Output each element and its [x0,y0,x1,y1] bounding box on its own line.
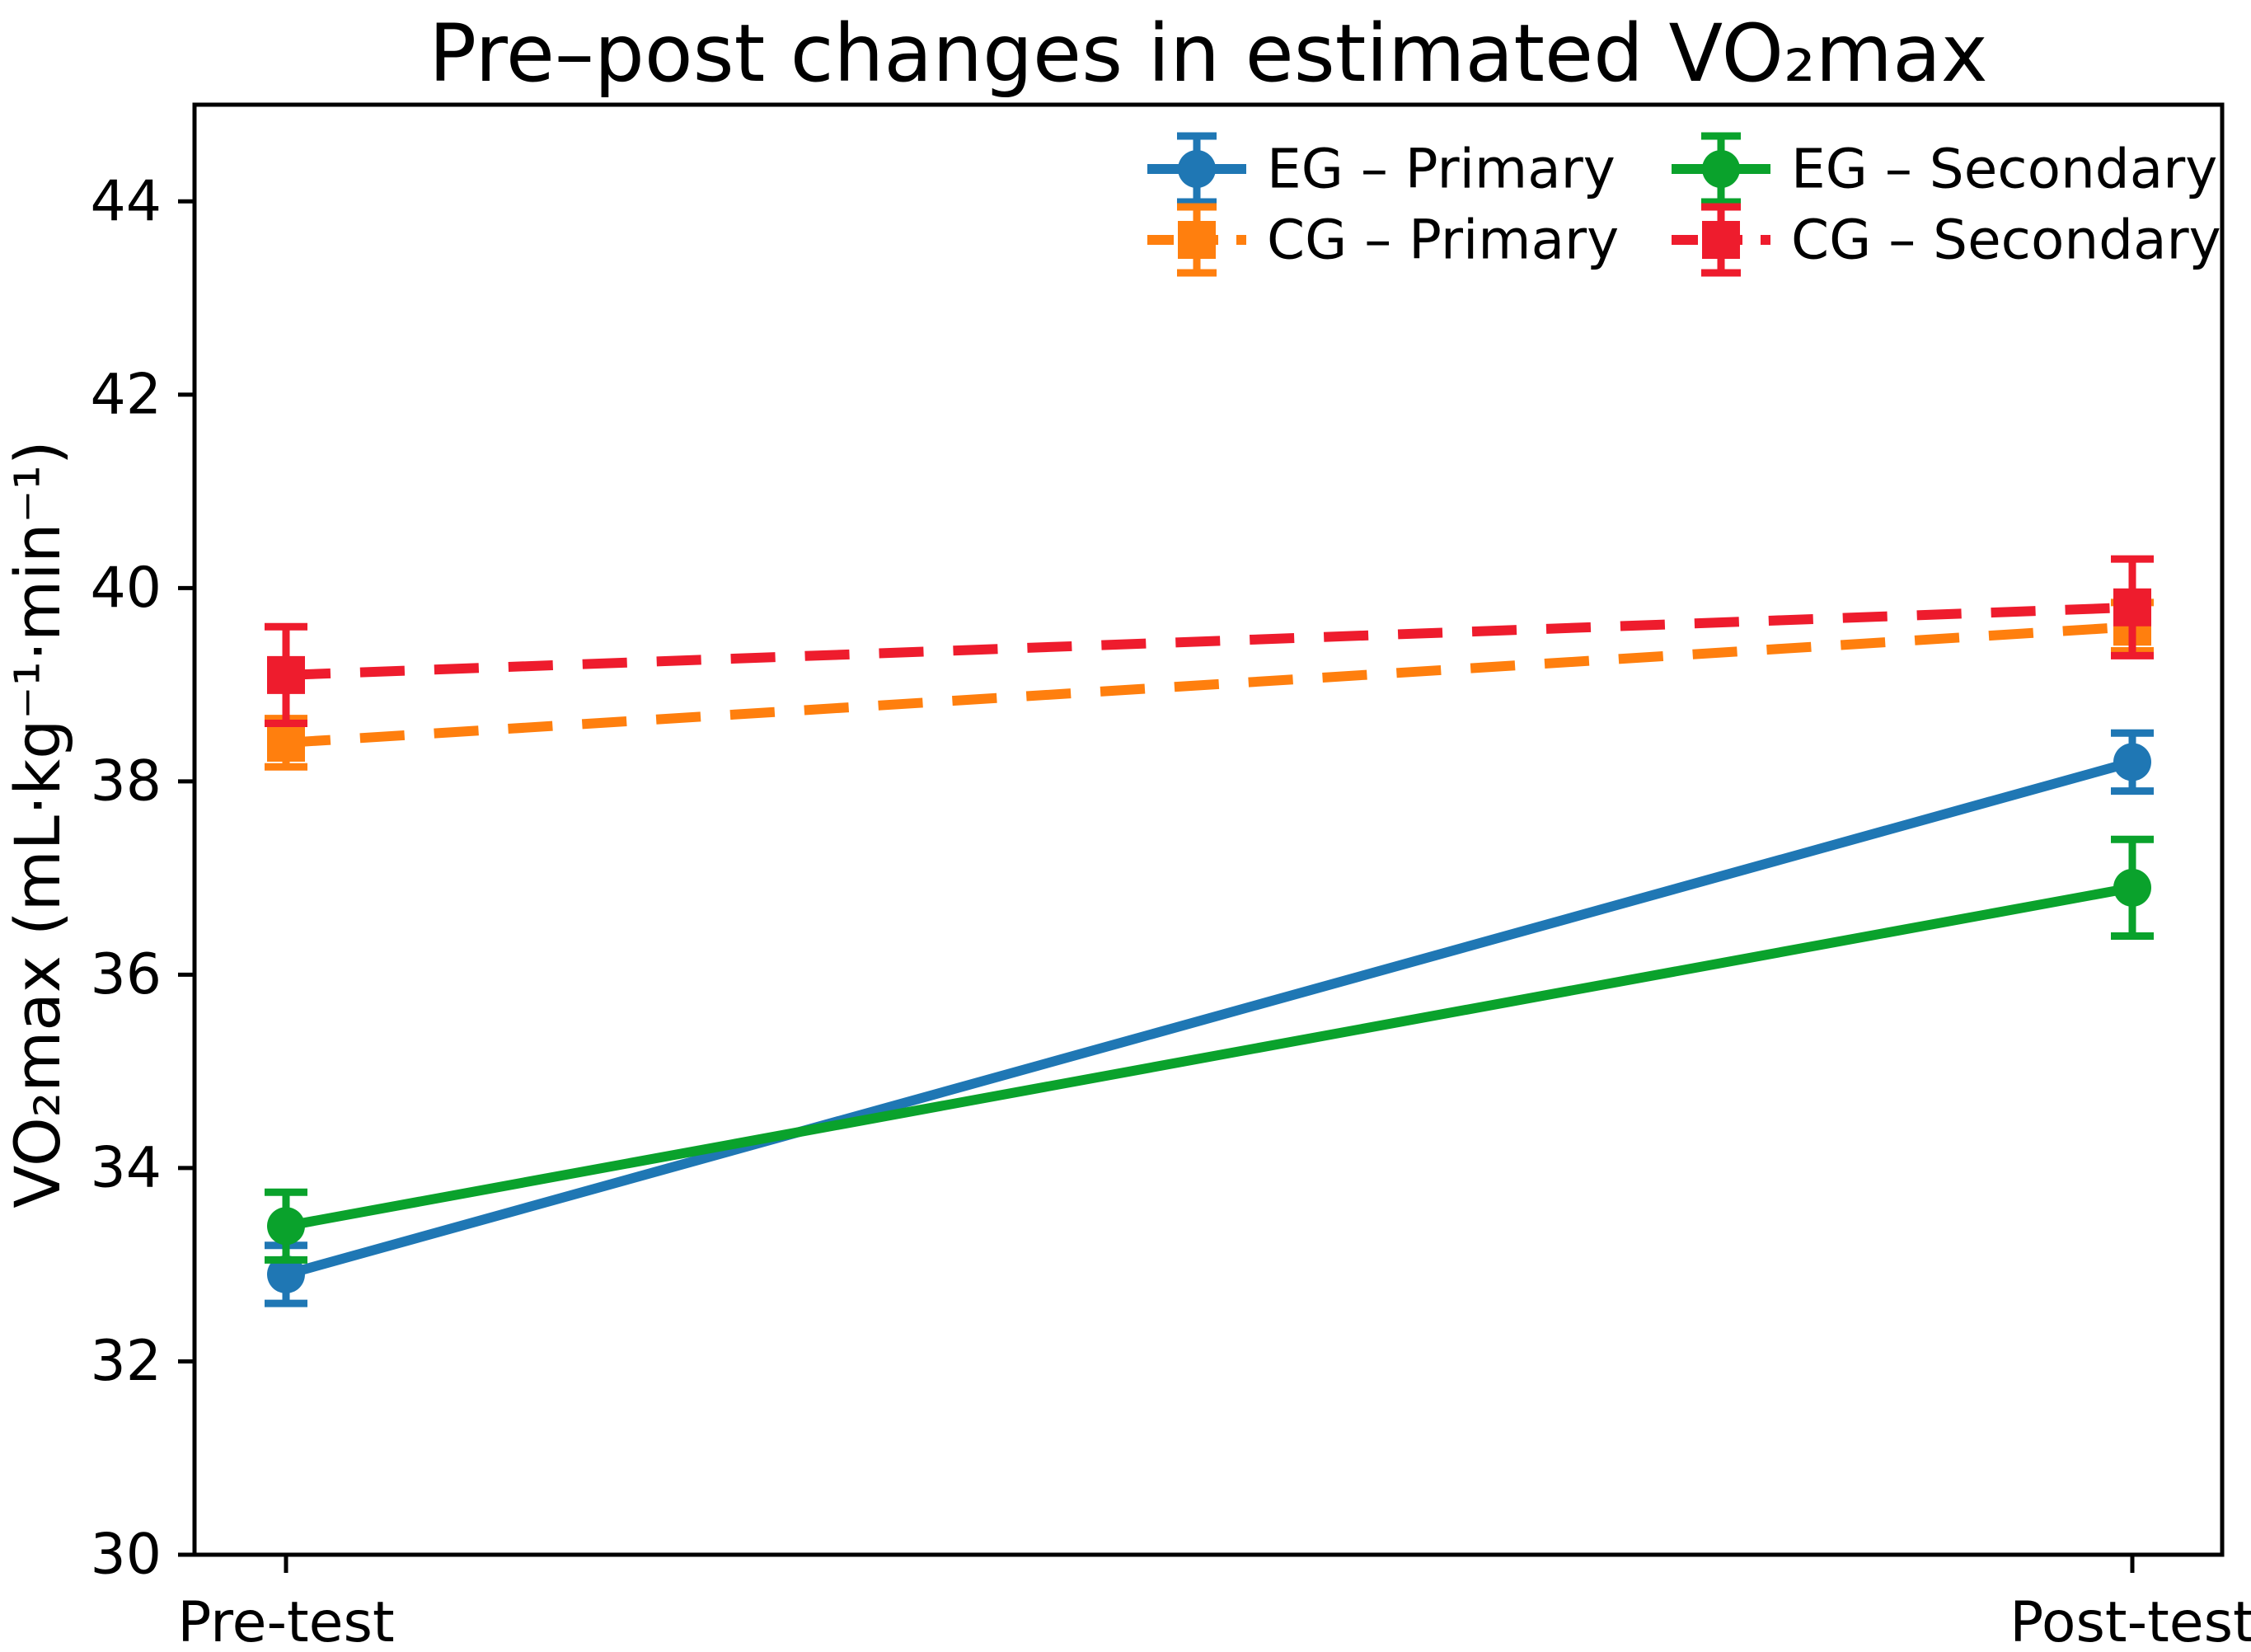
legend-marker [1178,150,1216,188]
data-point-marker [267,1207,305,1246]
y-tick-label: 30 [90,1523,162,1588]
y-tick-label: 32 [90,1329,162,1394]
series-eg-primary [265,729,2154,1307]
y-tick-label: 38 [90,749,162,814]
legend-item-cg-secondary: CG – Secondary [1672,203,2221,277]
x-tick-label: Pre-test [177,1590,394,1652]
data-point-marker [267,1255,305,1293]
plot-area: 30 32 34 36 38 40 42 44 Pre-test Post-test [90,102,2251,1652]
legend-item-eg-secondary: EG – Secondary [1672,132,2217,206]
y-tick-label: 40 [90,556,162,621]
axes-frame [192,102,2225,1557]
legend-label: CG – Secondary [1791,209,2221,272]
y-tick-label: 36 [90,942,162,1007]
series-eg-secondary [265,835,2154,1264]
y-tick-label: 34 [90,1135,162,1200]
series-cg-secondary [265,555,2154,728]
legend-item-eg-primary: EG – Primary [1147,132,1616,206]
data-point-marker [2113,588,2151,627]
y-tick-label: 42 [90,362,162,427]
series-cg-primary [265,598,2154,771]
legend-label: EG – Primary [1267,138,1616,201]
legend-label: CG – Primary [1267,209,1619,272]
series-line-eg-primary [284,757,2134,1279]
legend-item-cg-primary: CG – Primary [1147,203,1619,277]
x-tick-label: Post-test [2009,1590,2251,1652]
y-axis-label: VO₂max (mL·kg⁻¹·min⁻¹) [1,440,74,1208]
legend: EG – Primary CG – Primary EG – Secondary CG… [1147,132,2221,277]
legend-label: EG – Secondary [1791,138,2217,201]
data-point-marker [267,723,305,762]
y-tick-label: 44 [90,169,162,234]
data-point-marker [2113,868,2151,907]
chart-title: Pre–post changes in estimated VO₂max [429,7,1987,100]
series-line-cg-secondary [285,602,2133,680]
legend-marker [1702,221,1740,259]
series-line-eg-secondary [284,882,2134,1232]
legend-marker [1178,221,1216,259]
data-point-marker [2113,743,2151,781]
data-point-marker [267,655,305,694]
legend-marker [1702,150,1740,188]
series-line-cg-primary [285,622,2133,748]
